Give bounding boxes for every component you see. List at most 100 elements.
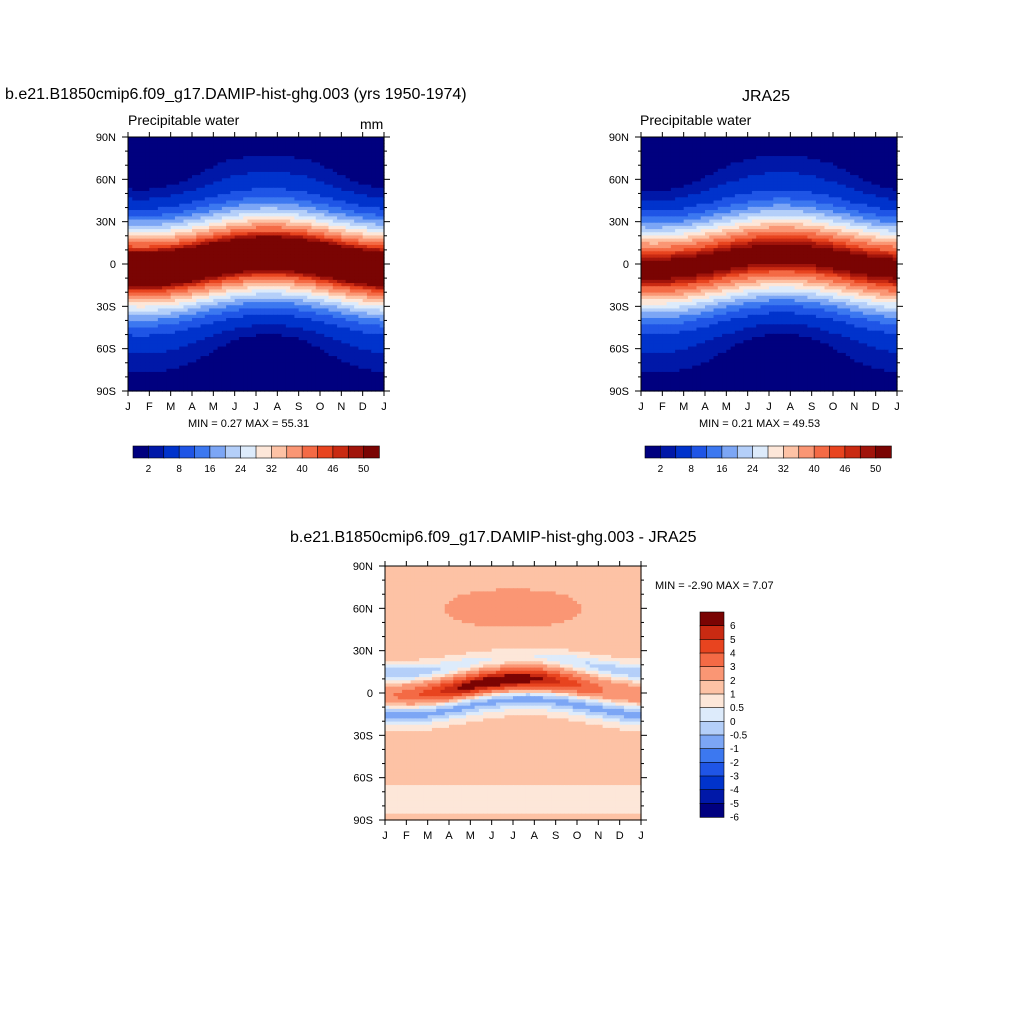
panel1-cell <box>230 333 236 338</box>
panel1-cell <box>170 244 176 249</box>
panel1-cell <box>337 190 342 195</box>
panel1-cell <box>174 311 180 316</box>
panel1-cell <box>204 171 210 176</box>
panel1-cell <box>294 137 300 141</box>
panel1-cell <box>345 235 351 240</box>
panel1-cell <box>366 362 372 367</box>
panel1-cell <box>379 200 385 205</box>
panel1-cell <box>285 210 291 214</box>
panel1-cell <box>311 365 317 370</box>
panel1-cell <box>140 225 146 230</box>
panel1-cell <box>337 375 342 379</box>
panel1-cell <box>341 251 347 256</box>
panel1-cell <box>174 241 180 246</box>
panel1-cell <box>192 381 197 386</box>
panel1-cell <box>192 244 197 249</box>
panel1-cell <box>213 156 219 160</box>
panel1-cell <box>354 349 359 354</box>
panel1-cell <box>162 260 167 265</box>
panel1-cell <box>179 321 185 325</box>
panel1-cell <box>221 343 227 348</box>
panel1-cell <box>196 333 202 338</box>
panel1-cell <box>345 343 351 348</box>
panel1-cell <box>196 184 202 189</box>
panel1-cell <box>209 362 214 367</box>
panel1-cell <box>192 368 197 373</box>
panel1-cell <box>192 175 197 179</box>
panel1-cell <box>157 286 163 290</box>
panel1-cell <box>337 251 342 256</box>
panel1-cell <box>149 314 155 319</box>
panel1-cell <box>192 264 197 268</box>
panel1-cell <box>332 295 338 300</box>
panel1-cell <box>375 371 381 376</box>
panel1-cell <box>183 225 189 230</box>
panel1-cell <box>204 337 210 341</box>
panel1-cell <box>298 365 304 370</box>
panel1-cell <box>179 137 185 141</box>
panel1-cell <box>290 251 295 256</box>
panel1-cell <box>307 276 313 281</box>
panel1-cell <box>264 308 270 313</box>
panel1-cell <box>307 203 313 208</box>
panel1-cell <box>371 225 377 230</box>
panel1-cell <box>256 368 261 373</box>
panel1-cell <box>354 184 359 189</box>
panel1-cell <box>238 248 244 252</box>
panel1-cell <box>337 273 342 278</box>
panel1-cell <box>132 187 138 192</box>
panel1-cell <box>247 327 253 332</box>
panel1-cell <box>268 387 274 392</box>
panel1-cell <box>371 140 377 144</box>
panel1-cell <box>213 324 219 329</box>
panel1-colorbar-box <box>332 445 349 459</box>
panel1-cell <box>179 324 185 329</box>
panel1-cell <box>230 384 236 389</box>
panel1-cell <box>166 168 172 173</box>
panel1-cell <box>345 333 351 338</box>
panel1-cell <box>264 273 270 278</box>
panel1-cell <box>341 187 347 192</box>
panel1-cell <box>328 197 334 202</box>
panel1-cell <box>345 181 351 186</box>
panel1-cell <box>341 162 347 167</box>
panel1-cell <box>140 349 146 354</box>
panel1-cell <box>251 248 257 252</box>
panel1-cell <box>217 337 223 341</box>
panel1-cell <box>234 381 240 386</box>
panel1-cell <box>371 219 377 224</box>
panel1-cell <box>247 159 253 163</box>
panel1-cell <box>273 279 278 284</box>
panel1-cell <box>290 375 295 379</box>
panel1-cell <box>200 346 206 351</box>
panel1-cell <box>256 219 261 224</box>
panel1-cell <box>349 343 355 348</box>
panel1-cell <box>234 171 240 176</box>
panel2-cell <box>683 137 689 141</box>
panel1-cell <box>277 340 283 344</box>
panel1-cell <box>349 289 355 294</box>
panel1-cell <box>187 264 193 268</box>
panel1-cell <box>315 384 321 389</box>
panel1-cell <box>230 378 236 383</box>
panel1-cell <box>315 159 321 163</box>
panel1-cell <box>153 324 159 329</box>
panel1-cell <box>183 210 189 214</box>
panel1-cell <box>174 260 180 265</box>
panel1-cell <box>358 295 364 300</box>
panel1-cell <box>307 251 313 256</box>
panel1-cell <box>285 257 291 262</box>
panel1-cell <box>294 286 300 290</box>
panel1-cell <box>260 203 266 208</box>
panel1-cell <box>204 324 210 329</box>
panel1-cell <box>307 387 313 392</box>
panel1-cell <box>179 149 185 154</box>
panel1-cell <box>315 314 321 319</box>
panel1-cell <box>345 260 351 265</box>
panel1-cell <box>268 340 274 344</box>
panel1-cell <box>179 146 185 151</box>
panel1-cell <box>341 349 347 354</box>
panel1-cell <box>294 190 300 195</box>
panel1-cell <box>302 321 308 325</box>
panel1-cell <box>273 308 278 313</box>
